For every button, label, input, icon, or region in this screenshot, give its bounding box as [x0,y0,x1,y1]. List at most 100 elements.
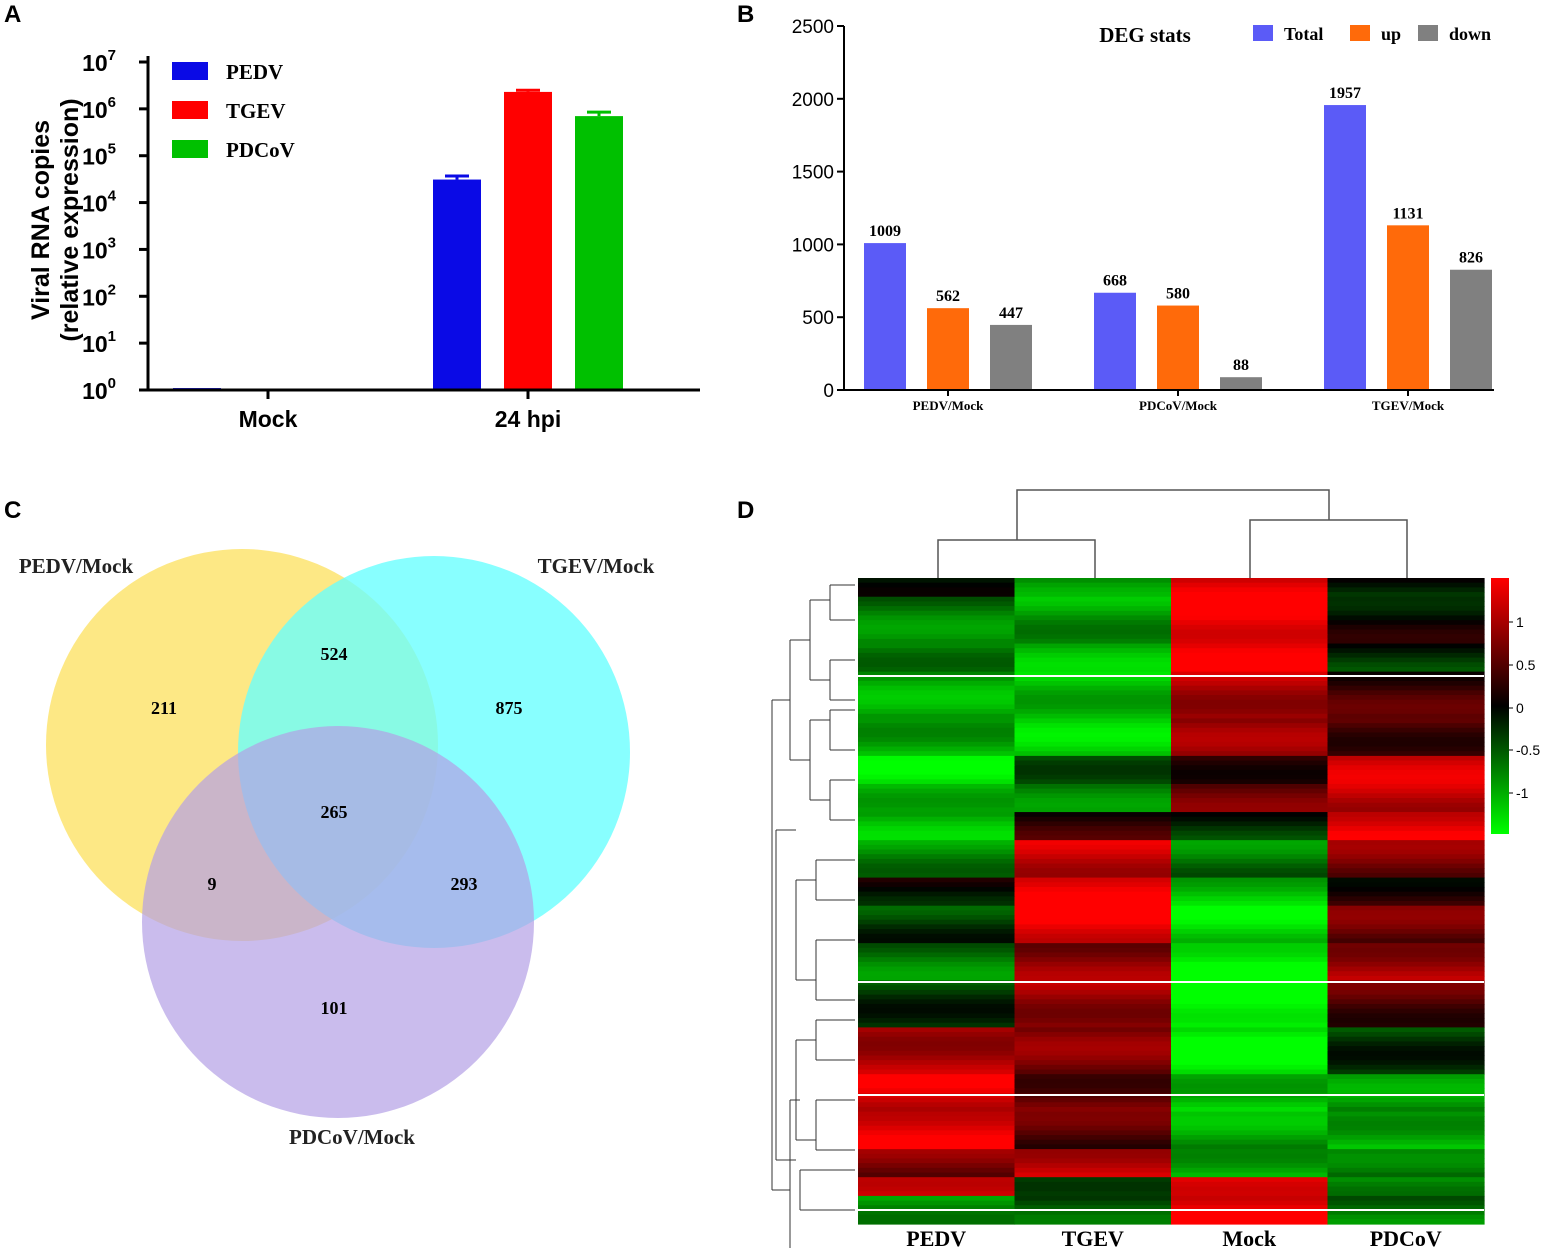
heatmap-cell [1171,606,1329,612]
heatmap-cell [1171,1064,1329,1071]
heatmap-cell [858,910,1016,916]
heatmap-cell [1014,610,1172,617]
heatmap-column-label: Mock [1222,1226,1277,1248]
heatmap-cell [1014,830,1172,837]
heatmap-cell [1014,1055,1172,1061]
heatmap-cell [1014,1074,1172,1080]
heatmap-cell [1014,1149,1172,1155]
heatmap-cell [858,985,1016,991]
panel-b-legend-label: up [1381,24,1401,44]
panel-b-legend-label: Total [1284,24,1323,44]
heatmap-cell [1014,1177,1172,1183]
heatmap-cell [1327,947,1485,954]
heatmap-cell [1171,1116,1329,1122]
heatmap-cell [858,760,1016,766]
heatmap-cell [858,821,1016,827]
heatmap-cell [858,751,1016,757]
heatmap-cell [1171,868,1329,874]
heatmap-cell [858,718,1016,724]
heatmap-cell [1327,793,1485,799]
heatmap-cell [858,1116,1016,1122]
panel-d-heatmap: PEDV TGEV Mock PDCoV 1 0.5 0 -0.5 -1 [771,489,1540,1248]
heatmap-cell [1327,788,1485,794]
heatmap-cell [1014,952,1172,958]
heatmap-cell [1327,1177,1485,1183]
heatmap-cell [1014,793,1172,799]
heatmap-cell [1327,746,1485,752]
heatmap-cell [1327,835,1485,841]
heatmap-cell [1014,938,1172,944]
heatmap-cell [858,901,1016,907]
heatmap-cell [1327,737,1485,743]
panel-b-title: DEG stats [1099,23,1191,47]
heatmap-cell [1171,947,1329,954]
heatmap-cell [1014,868,1172,874]
heatmap-cell [1171,1111,1329,1117]
heatmap-cell [1327,634,1485,640]
heatmap-cell [858,746,1016,752]
heatmap-cell [1014,1032,1172,1038]
heatmap-cell [1014,671,1172,677]
heatmap-cell [1327,587,1485,593]
heatmap-cell [1171,849,1329,855]
heatmap-cell [1327,1200,1485,1206]
heatmap-cell [1171,975,1329,982]
heatmap-cell [1327,863,1485,869]
heatmap-cell [1171,760,1329,766]
heatmap-cell [1327,1097,1485,1103]
heatmap-cell [1171,629,1329,635]
heatmap-cell [1327,886,1485,893]
heatmap-cell [1014,844,1172,851]
heatmap-cell [1327,1102,1485,1108]
heatmap-cell [858,844,1016,851]
panel-b-bar [1450,269,1492,390]
heatmap-cell [1327,1195,1485,1202]
heatmap-cell [1171,779,1329,785]
heatmap-cell [858,1027,1016,1033]
heatmap-cell [1171,985,1329,991]
venn-region-pedv-tgev: 524 [321,644,348,664]
heatmap-cell [858,1205,1016,1211]
heatmap-cell [858,1013,1016,1019]
heatmap-cell [1327,601,1485,607]
heatmap-cell [1171,615,1329,621]
panel-b-category-label: PEDV/Mock [913,398,985,413]
heatmap-cell [1171,666,1329,673]
panel-a-legend-label: PDCoV [226,138,295,162]
heatmap-cell [1327,620,1485,626]
heatmap-cell [1014,779,1172,785]
heatmap-cell [858,891,1016,897]
heatmap-cell [1014,690,1172,696]
heatmap-cell [1014,1153,1172,1160]
heatmap-cell [1327,896,1485,902]
heatmap-cell [1171,788,1329,794]
heatmap-cell [1171,624,1329,631]
venn-set-label-pdcov: PDCoV/Mock [289,1125,415,1149]
heatmap-cell [1171,1106,1329,1113]
heatmap-cell [1171,1172,1329,1178]
heatmap-cell [858,947,1016,954]
heatmap-cell [1327,1041,1485,1047]
heatmap-cell [1014,587,1172,593]
heatmap-cell [858,606,1016,612]
heatmap-cell [1171,1205,1329,1211]
panel-a-ytick-label: 103 [82,234,116,263]
heatmap-cell [1171,877,1329,883]
heatmap-cell [858,957,1016,963]
heatmap-cell [1014,1018,1172,1024]
heatmap-cell [858,610,1016,617]
heatmap-cell [858,966,1016,972]
heatmap-cell [1171,634,1329,640]
heatmap-cell [858,1144,1016,1150]
heatmap-cell [1014,634,1172,640]
heatmap-cell [1327,606,1485,612]
heatmap-cell [1171,966,1329,972]
heatmap-cell [1171,835,1329,841]
heatmap-cell [1327,975,1485,982]
heatmap-cell [858,872,1016,879]
heatmap-cell [858,629,1016,635]
heatmap-cell [858,1186,1016,1192]
heatmap-cell [1171,592,1329,598]
heatmap-cell [1327,919,1485,926]
heatmap-cell [858,877,1016,883]
